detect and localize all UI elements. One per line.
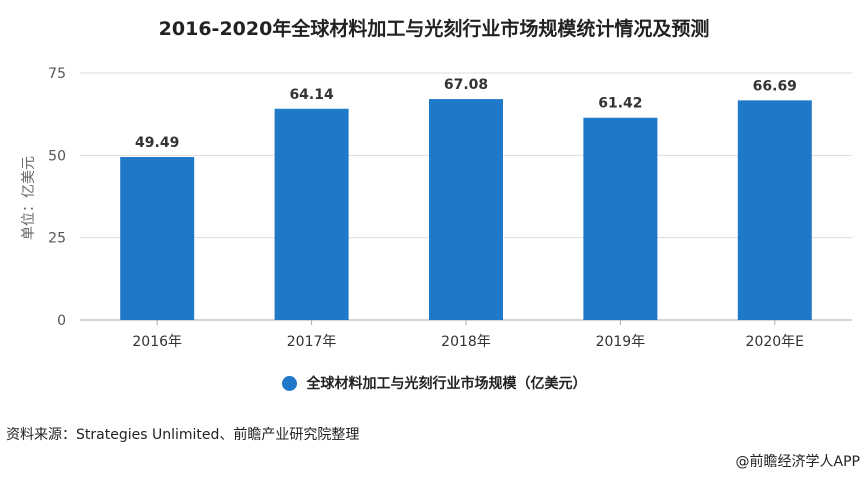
credit-note: @前瞻经济学人APP bbox=[735, 454, 860, 470]
data-label: 61.42 bbox=[598, 96, 642, 112]
legend-label: 全球材料加工与光刻行业市场规模（亿美元） bbox=[306, 376, 587, 392]
x-tick-label: 2019年 bbox=[596, 334, 646, 350]
legend-marker bbox=[281, 375, 297, 391]
data-labels: 49.49 64.14 67.08 61.42 66.69 bbox=[135, 77, 797, 151]
x-tick-label: 2017年 bbox=[287, 334, 337, 350]
data-label: 64.14 bbox=[289, 87, 334, 103]
y-tick-label: 50 bbox=[48, 148, 66, 164]
y-tick-label: 75 bbox=[48, 66, 66, 82]
chart-title: 2016-2020年全球材料加工与光刻行业市场规模统计情况及预测 bbox=[158, 18, 710, 40]
bars bbox=[120, 99, 812, 321]
x-tick-label: 2018年 bbox=[441, 334, 491, 350]
bar bbox=[737, 100, 812, 320]
bar bbox=[429, 99, 503, 321]
y-tick-label: 0 bbox=[57, 313, 66, 329]
x-tick-label: 2020年E bbox=[746, 334, 804, 350]
y-axis-ticks: 0 25 50 75 bbox=[48, 66, 66, 329]
x-axis-ticks: 2016年 2017年 2018年 2019年 2020年E bbox=[132, 320, 804, 350]
data-label: 67.08 bbox=[444, 77, 488, 93]
legend: 全球材料加工与光刻行业市场规模（亿美元） bbox=[0, 373, 868, 393]
bar bbox=[274, 108, 349, 321]
bar bbox=[583, 117, 658, 320]
y-tick-label: 25 bbox=[48, 231, 66, 247]
data-label: 49.49 bbox=[135, 135, 179, 151]
source-note: 资料来源：Strategies Unlimited、前瞻产业研究院整理 bbox=[6, 427, 360, 443]
data-label: 66.69 bbox=[753, 78, 797, 94]
bar bbox=[120, 157, 195, 320]
x-tick-label: 2016年 bbox=[132, 334, 182, 350]
y-axis-label: 单位：亿美元 bbox=[21, 156, 37, 240]
